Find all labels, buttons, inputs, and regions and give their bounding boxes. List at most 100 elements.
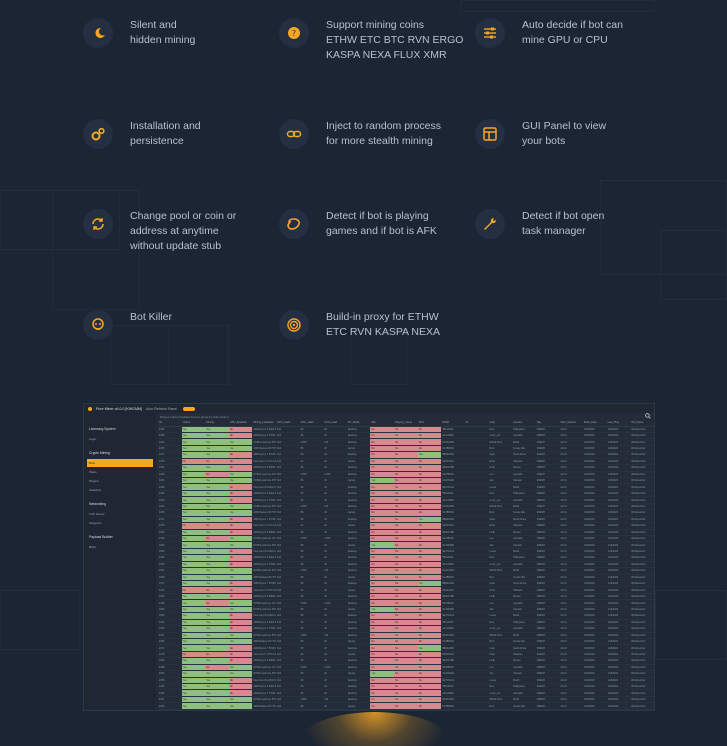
column-header[interactable]: Online [181, 420, 206, 427]
table-cell: Yes [181, 593, 206, 601]
column-header[interactable]: Mining_Hardware [252, 420, 277, 427]
table-cell: Yes [205, 445, 229, 453]
table-row[interactable]: 1065 Yes Yes Yes AMD Radeon RX 5700 N/A 88 20 La… [158, 638, 654, 646]
sidebar-item[interactable]: Telegram [89, 521, 102, 525]
sidebar-item[interactable]: Build [89, 545, 96, 549]
table-cell: Yes [205, 432, 229, 440]
table-cell [464, 471, 489, 479]
search-icon[interactable] [645, 413, 651, 419]
table-row[interactable]: 1076 No No No Intel Core i7-3770 CPU N/A 32 20 L… [158, 651, 654, 659]
table-cell: 8A23B0F9 [441, 664, 465, 672]
table-row[interactable]: 1065 Yes Yes Yes AMD Radeon RX 5700 N/A 88 20 La… [158, 702, 654, 710]
table-row[interactable]: 1052 Yes Yes No AMD Ryzen 5 5600X N/A 38 20 Desk… [158, 464, 654, 472]
column-header[interactable]: Country [512, 420, 536, 427]
auto-refresh-toggle[interactable] [183, 406, 196, 411]
table-row[interactable]: 1535 Yes Yes No AMD Ryzen 7 3700X N/A 38 20 Desk… [158, 689, 654, 697]
column-header[interactable]: HWID [441, 420, 465, 427]
table-row[interactable]: 1065 Yes Yes Yes AMD Radeon RX 5700 N/A 88 20 La… [158, 574, 654, 582]
table-cell: DMSF Prive [488, 567, 513, 575]
column-header[interactable]: Build_Date [582, 420, 607, 427]
column-header[interactable]: Last_Ping [606, 420, 631, 427]
table-row[interactable]: 1535 Yes Yes No AMD Ryzen 7 3700X N/A 38 20 Desk… [158, 625, 654, 633]
table-row[interactable]: 1052 Yes Yes No AMD Ryzen 5 5600X N/A 38 20 Desk… [158, 529, 654, 536]
table-row[interactable]: 1535 Yes Yes No AMD Ryzen 7 3700X N/A 38 20 Desk… [158, 432, 654, 440]
table-row[interactable]: 1052 Yes Yes No AMD Ryzen 5 5600X N/A 38 20 Desk… [158, 593, 654, 601]
column-header[interactable]: CPU_Hash [299, 420, 324, 427]
table-cell: No [394, 702, 418, 710]
table-cell: Yes [205, 657, 229, 665]
column-header[interactable]: CPU_Load [323, 420, 347, 427]
table-row[interactable]: 1052 Yes Yes No AMD Ryzen 5 5600X N/A 38 20 Desk… [158, 657, 654, 665]
sidebar-item[interactable]: Tasks [89, 470, 97, 474]
sidebar-item[interactable]: Statistics [89, 488, 102, 492]
table-cell: 20 [323, 516, 347, 524]
column-header[interactable]: AFK [417, 420, 442, 427]
table-row[interactable]: 1535 Yes Yes No AMD Ryzen 7 3700X N/A 38 20 Desk… [158, 496, 654, 504]
column-header[interactable]: Stub_Version [559, 420, 583, 427]
table-cell: No [417, 458, 442, 466]
column-header[interactable]: Playing_Game [394, 420, 418, 427]
table-row[interactable]: 1535 Yes Yes No AMD Ryzen 7 3700X N/A 38 20 Desk… [158, 561, 654, 569]
table-cell: No [394, 471, 418, 479]
table-cell: 20 [323, 490, 347, 498]
column-header[interactable]: Tag [535, 420, 560, 427]
column-header[interactable]: Idle [370, 420, 395, 427]
table-cell: 20 [323, 561, 347, 569]
column-header[interactable]: GPU_Enabled [228, 420, 253, 427]
sidebar-item[interactable]: TCP Server [89, 512, 105, 516]
column-header[interactable]: OS_Name [630, 420, 654, 427]
table-cell: No [370, 471, 395, 479]
table-cell: 1071 [158, 644, 182, 652]
sidebar-item[interactable]: Bots [87, 459, 153, 467]
table-cell: Yes [181, 548, 206, 556]
table-cell: AMD Ryzen 5 5600X [252, 593, 277, 601]
table-cell: 1053 [158, 541, 182, 549]
table-row[interactable]: 1076 No No No Intel Core i7-3770 CPU N/A 32 20 L… [158, 522, 654, 530]
table-cell: Brazil [512, 612, 536, 620]
sidebar-item[interactable]: Login [89, 437, 97, 441]
table-cell: No [228, 586, 253, 594]
table-cell: 2F1D19A4 [441, 651, 465, 659]
table-row[interactable]: 1065 Yes Yes Yes AMD Radeon RX 5700 N/A 88 20 La… [158, 445, 654, 453]
column-header[interactable]: IP [464, 420, 489, 427]
table-cell: No [394, 548, 418, 556]
feature-text: Build-in proxy for ETHW ETC RVN KASPA NE… [326, 311, 440, 338]
column-header[interactable]: GPU_Hash [276, 420, 300, 427]
sidebar-item[interactable]: Plugins [89, 479, 99, 483]
column-header[interactable]: PC_Mode [346, 420, 371, 427]
table-row[interactable]: 1065 Yes Yes Yes AMD Radeon RX 5700 N/A 88 20 La… [158, 509, 654, 517]
column-header[interactable]: ID [158, 420, 182, 427]
table-cell: 1/16/2023 [606, 438, 631, 446]
table-cell: Yes [181, 702, 206, 710]
column-header[interactable]: User [488, 420, 513, 427]
table-row[interactable]: 1076 No No No Intel Core i7-3770 CPU N/A 32 20 L… [158, 586, 654, 594]
table-row[interactable]: 1076 No No No Intel Core i7-3770 CPU N/A 32 20 L… [158, 458, 654, 466]
column-header[interactable]: Mining [205, 420, 229, 427]
